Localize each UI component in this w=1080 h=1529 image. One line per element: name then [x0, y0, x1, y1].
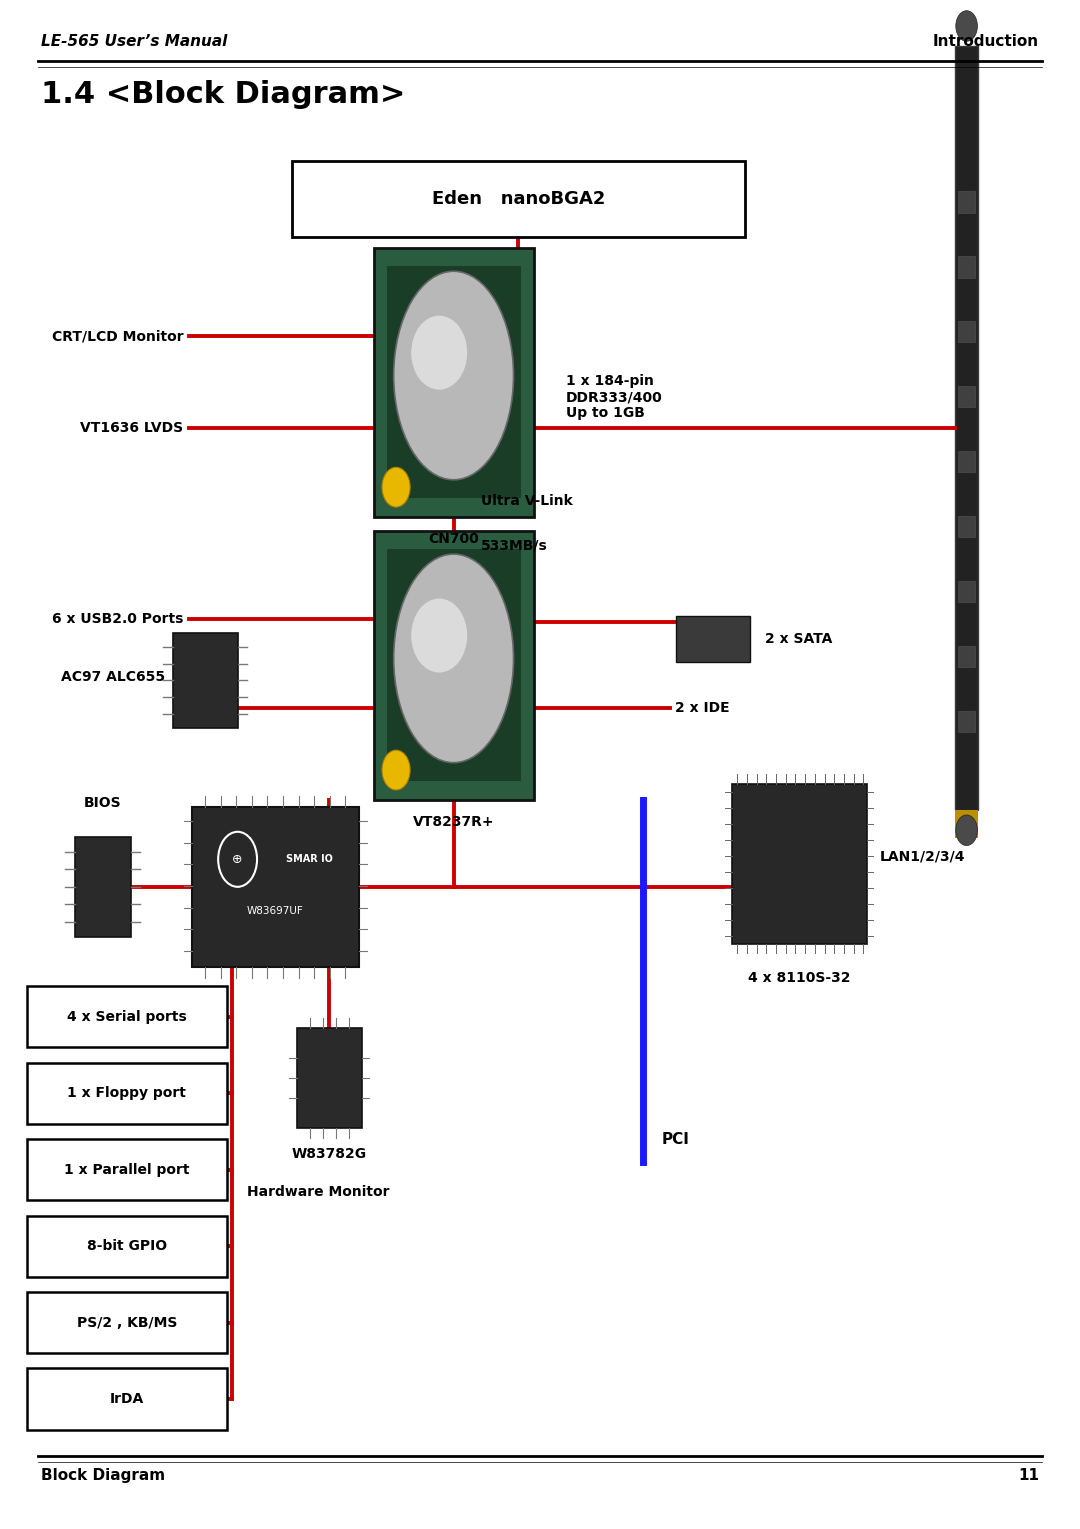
- FancyBboxPatch shape: [27, 1368, 227, 1430]
- FancyBboxPatch shape: [387, 549, 521, 781]
- Text: LAN1/2/3/4: LAN1/2/3/4: [880, 849, 966, 864]
- Text: 4 x 8110S-32: 4 x 8110S-32: [748, 971, 850, 985]
- FancyBboxPatch shape: [958, 385, 975, 407]
- FancyBboxPatch shape: [27, 1216, 227, 1277]
- FancyBboxPatch shape: [387, 266, 521, 498]
- Text: 8-bit GPIO: 8-bit GPIO: [86, 1238, 167, 1254]
- FancyBboxPatch shape: [676, 616, 750, 662]
- Text: VT8237R+: VT8237R+: [413, 815, 495, 829]
- Text: W83782G: W83782G: [292, 1147, 367, 1161]
- Circle shape: [956, 11, 977, 41]
- FancyBboxPatch shape: [958, 255, 975, 277]
- Text: CN700: CN700: [429, 532, 478, 546]
- Text: IrDA: IrDA: [110, 1391, 144, 1407]
- FancyBboxPatch shape: [27, 1063, 227, 1124]
- Text: W83697UF: W83697UF: [247, 907, 303, 916]
- Circle shape: [956, 815, 977, 846]
- FancyBboxPatch shape: [192, 807, 359, 966]
- FancyBboxPatch shape: [75, 838, 131, 936]
- FancyBboxPatch shape: [955, 46, 978, 810]
- Ellipse shape: [411, 598, 468, 673]
- Text: LE-565 User’s Manual: LE-565 User’s Manual: [41, 34, 228, 49]
- Text: 2 x SATA: 2 x SATA: [765, 631, 832, 647]
- Text: Eden   nanoBGA2: Eden nanoBGA2: [432, 190, 605, 208]
- FancyBboxPatch shape: [292, 161, 745, 237]
- Text: 1.4 <Block Diagram>: 1.4 <Block Diagram>: [41, 80, 405, 109]
- Text: 1 x Floppy port: 1 x Floppy port: [67, 1086, 187, 1101]
- FancyBboxPatch shape: [958, 321, 975, 342]
- FancyBboxPatch shape: [374, 531, 534, 800]
- Text: VT1636 LVDS: VT1636 LVDS: [81, 420, 184, 436]
- FancyBboxPatch shape: [297, 1027, 362, 1128]
- Text: ⊕: ⊕: [232, 853, 243, 865]
- Text: 2 x IDE: 2 x IDE: [675, 700, 730, 716]
- FancyBboxPatch shape: [27, 986, 227, 1047]
- Text: Hardware Monitor: Hardware Monitor: [247, 1185, 390, 1199]
- Ellipse shape: [411, 315, 468, 390]
- Text: Introduction: Introduction: [933, 34, 1039, 49]
- Text: PCI: PCI: [662, 1131, 690, 1147]
- Text: BIOS: BIOS: [84, 797, 121, 810]
- Text: 533MB/s: 533MB/s: [481, 540, 548, 553]
- FancyBboxPatch shape: [374, 248, 534, 517]
- Ellipse shape: [393, 553, 514, 763]
- Text: Ultra V-Link: Ultra V-Link: [481, 494, 572, 508]
- Text: 6 x USB2.0 Ports: 6 x USB2.0 Ports: [52, 612, 184, 627]
- FancyBboxPatch shape: [958, 451, 975, 472]
- Text: SMAR IO: SMAR IO: [286, 855, 333, 864]
- FancyBboxPatch shape: [27, 1292, 227, 1353]
- FancyBboxPatch shape: [958, 581, 975, 602]
- FancyBboxPatch shape: [958, 517, 975, 538]
- Text: AC97 ALC655: AC97 ALC655: [62, 670, 165, 685]
- Text: 1 x Parallel port: 1 x Parallel port: [64, 1162, 190, 1177]
- Text: CRT/LCD Monitor: CRT/LCD Monitor: [52, 329, 184, 344]
- FancyBboxPatch shape: [27, 1139, 227, 1200]
- Text: Block Diagram: Block Diagram: [41, 1468, 165, 1483]
- FancyBboxPatch shape: [173, 633, 238, 728]
- FancyBboxPatch shape: [958, 711, 975, 732]
- Text: 1 x 184-pin
DDR333/400
Up to 1GB: 1 x 184-pin DDR333/400 Up to 1GB: [566, 375, 663, 420]
- FancyBboxPatch shape: [958, 645, 975, 667]
- Text: 4 x Serial ports: 4 x Serial ports: [67, 1009, 187, 1024]
- Text: PS/2 , KB/MS: PS/2 , KB/MS: [77, 1315, 177, 1330]
- FancyBboxPatch shape: [958, 191, 975, 213]
- Ellipse shape: [393, 271, 514, 480]
- FancyBboxPatch shape: [955, 810, 978, 838]
- Circle shape: [382, 468, 410, 508]
- FancyBboxPatch shape: [732, 783, 867, 943]
- Circle shape: [382, 751, 410, 790]
- Text: 11: 11: [1018, 1468, 1039, 1483]
